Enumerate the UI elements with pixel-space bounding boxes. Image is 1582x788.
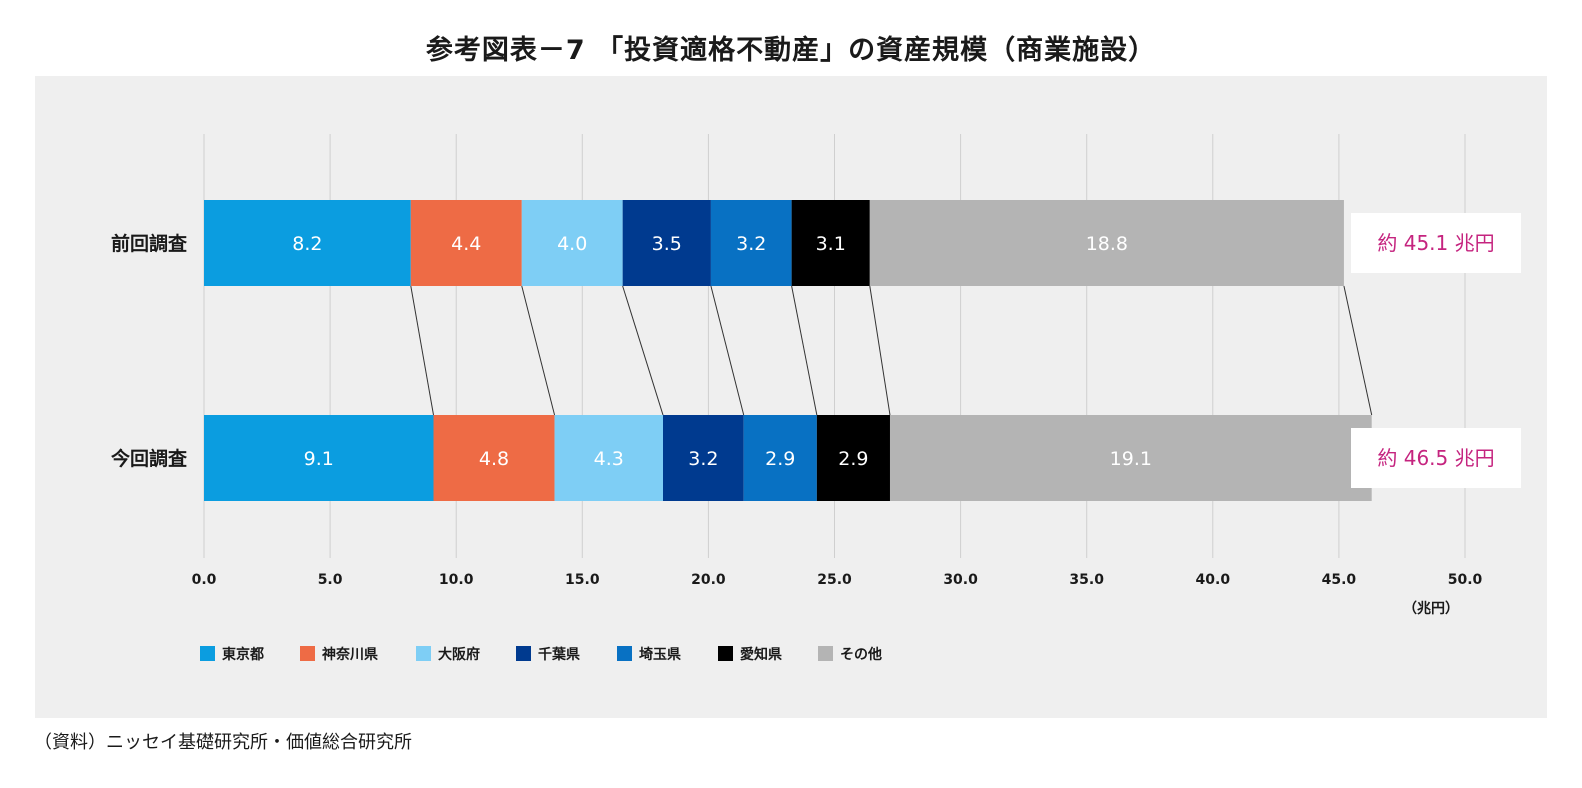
bar-segment [743, 415, 817, 501]
bar-value-label: 4.3 [594, 448, 624, 470]
bar-value-label: 18.8 [1086, 233, 1128, 255]
bar-segment [554, 415, 664, 501]
connector-line [521, 285, 556, 416]
bar-segment [410, 200, 522, 286]
chart-panel: 前回調査 8.2 4.4 4.0 3.5 3.2 3.1 18.8 約 45.1 兆円今回調査 9… [35, 76, 1547, 718]
bar-value-label: 3.2 [736, 233, 766, 255]
legend-label: 愛知県 [740, 646, 782, 663]
x-tick-label: 50.0 [1448, 572, 1483, 588]
legend-label: 東京都 [222, 646, 264, 663]
bar-value-label: 3.5 [652, 233, 682, 255]
bar-segment [869, 200, 1344, 286]
connector-line [1343, 285, 1373, 416]
bar-segment [816, 415, 890, 501]
connector-line [791, 285, 818, 416]
legend-swatch [617, 646, 632, 661]
bar-segment [204, 200, 411, 286]
category-label: 前回調査 [111, 232, 188, 255]
legend-swatch [416, 646, 431, 661]
connector-line [869, 285, 891, 416]
x-tick-label: 25.0 [817, 572, 852, 588]
x-tick-label: 0.0 [192, 572, 217, 588]
category-label: 今回調査 [110, 447, 188, 470]
source-note: （資料）ニッセイ基礎研究所・価値総合研究所 [34, 732, 412, 753]
connector-line [622, 285, 664, 416]
x-unit-label: （兆円） [1403, 601, 1459, 617]
legend-swatch [300, 646, 315, 661]
x-tick-label: 15.0 [565, 572, 600, 588]
x-tick-label: 5.0 [318, 572, 343, 588]
connector-line [410, 285, 434, 416]
bar-value-label: 19.1 [1110, 448, 1152, 470]
total-label: 約 46.5 兆円 [1377, 446, 1494, 470]
bar-segment [433, 415, 555, 501]
legend-swatch [718, 646, 733, 661]
bar-segment [663, 415, 744, 501]
legend-swatch [200, 646, 215, 661]
bar-value-label: 2.9 [838, 448, 868, 470]
connector-line [710, 285, 745, 416]
bar-value-label: 3.1 [816, 233, 846, 255]
bar-segment [889, 415, 1372, 501]
x-tick-label: 20.0 [691, 572, 726, 588]
chart-title: 参考図表－7 「投資適格不動産」の資産規模（商業施設） [425, 35, 1157, 66]
bar-value-label: 8.2 [292, 233, 322, 255]
bar-segment [622, 200, 711, 286]
legend-label: 埼玉県 [639, 646, 681, 663]
total-box [1351, 213, 1521, 273]
bar-value-label: 4.8 [479, 448, 509, 470]
legend-swatch [516, 646, 531, 661]
x-tick-label: 40.0 [1196, 572, 1231, 588]
legend-swatch [818, 646, 833, 661]
bar-value-label: 2.9 [765, 448, 795, 470]
bar-segment [791, 200, 870, 286]
legend-label: その他 [840, 646, 882, 663]
legend-label: 千葉県 [538, 646, 580, 663]
bar-value-label: 9.1 [304, 448, 334, 470]
bar-segment [204, 415, 434, 501]
x-tick-label: 30.0 [943, 572, 978, 588]
bar-segment [521, 200, 623, 286]
x-tick-label: 35.0 [1069, 572, 1104, 588]
bar-segment [710, 200, 792, 286]
total-label: 約 45.1 兆円 [1377, 231, 1494, 255]
bar-value-label: 3.2 [688, 448, 718, 470]
bar-value-label: 4.0 [557, 233, 587, 255]
x-tick-label: 10.0 [439, 572, 474, 588]
x-tick-label: 45.0 [1322, 572, 1357, 588]
total-box [1351, 428, 1521, 488]
legend-label: 神奈川県 [322, 646, 378, 663]
legend-label: 大阪府 [438, 646, 480, 663]
bar-value-label: 4.4 [451, 233, 481, 255]
